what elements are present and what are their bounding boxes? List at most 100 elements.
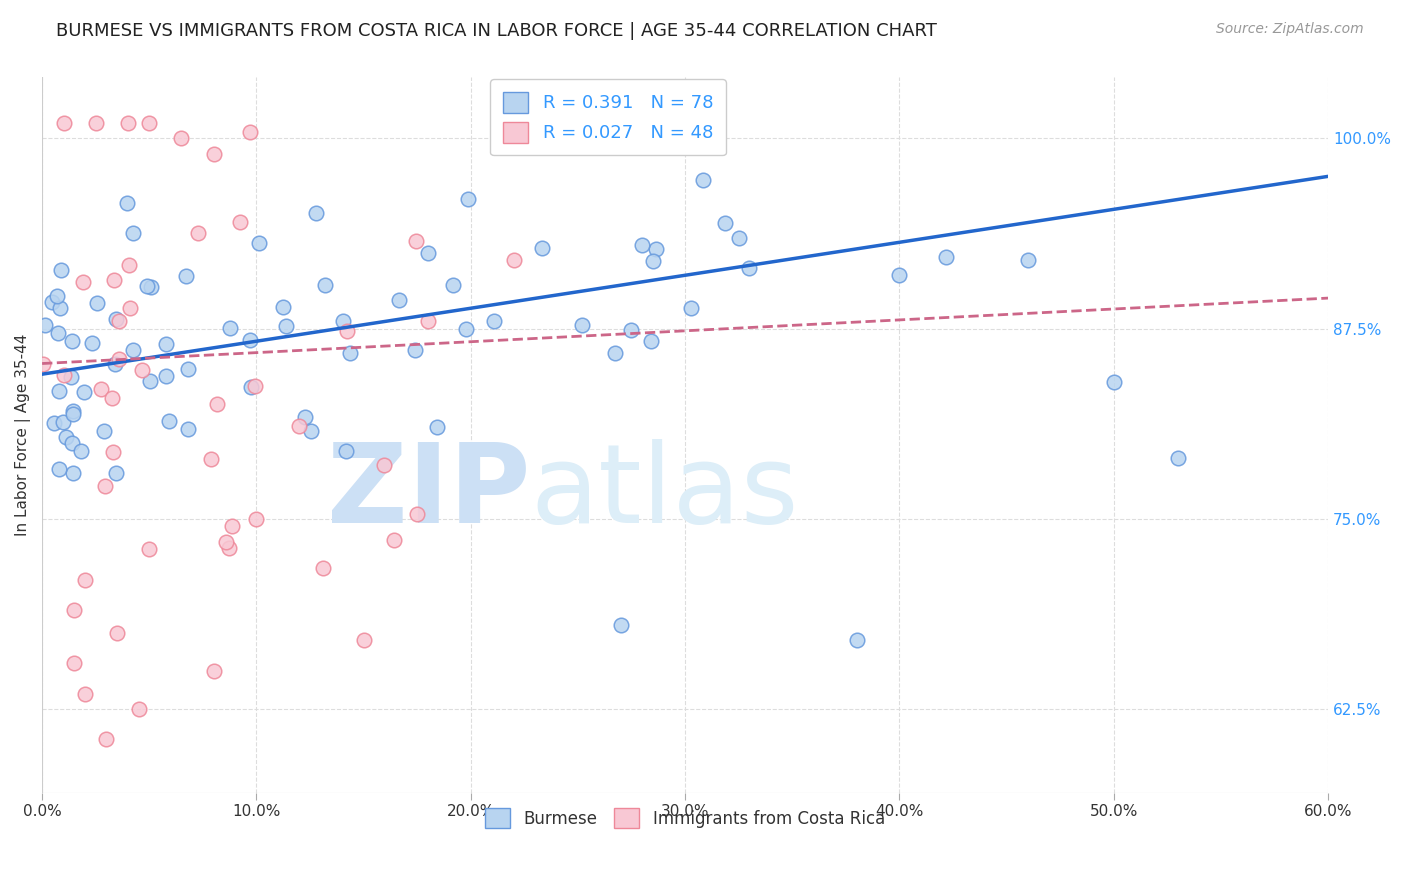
Point bbox=[336, 324, 359, 338]
Point bbox=[221, 518, 243, 533]
Point bbox=[382, 533, 405, 547]
Point bbox=[139, 280, 162, 294]
Point bbox=[312, 561, 335, 575]
Point bbox=[373, 458, 395, 472]
Point bbox=[620, 322, 643, 336]
Point bbox=[240, 380, 263, 394]
Point bbox=[139, 374, 162, 388]
Point bbox=[889, 268, 911, 283]
Point bbox=[294, 410, 316, 425]
Point bbox=[692, 173, 714, 187]
Point bbox=[103, 273, 125, 287]
Point bbox=[177, 422, 200, 436]
Point bbox=[271, 300, 294, 314]
Point bbox=[170, 131, 193, 145]
Point bbox=[187, 226, 209, 240]
Point bbox=[108, 352, 131, 367]
Point bbox=[482, 314, 505, 328]
Point bbox=[249, 235, 271, 250]
Point bbox=[63, 657, 86, 671]
Point bbox=[73, 573, 96, 587]
Point bbox=[155, 337, 177, 351]
Point bbox=[299, 424, 322, 438]
Point bbox=[105, 625, 128, 640]
Point bbox=[34, 318, 56, 332]
Point bbox=[45, 288, 67, 302]
Point bbox=[48, 384, 70, 398]
Point bbox=[202, 146, 225, 161]
Point bbox=[118, 258, 141, 272]
Point bbox=[104, 312, 127, 326]
Point bbox=[49, 301, 72, 315]
Point bbox=[73, 687, 96, 701]
Point bbox=[93, 424, 115, 438]
Point bbox=[245, 512, 267, 526]
Point bbox=[405, 234, 427, 248]
Point bbox=[48, 462, 70, 476]
Point bbox=[52, 415, 75, 429]
Text: ZIP: ZIP bbox=[328, 439, 531, 546]
Point bbox=[314, 278, 336, 293]
Point bbox=[62, 404, 84, 418]
Text: BURMESE VS IMMIGRANTS FROM COSTA RICA IN LABOR FORCE | AGE 35-44 CORRELATION CHA: BURMESE VS IMMIGRANTS FROM COSTA RICA IN… bbox=[56, 22, 938, 40]
Point bbox=[138, 542, 160, 557]
Point bbox=[44, 416, 66, 430]
Point bbox=[200, 452, 222, 467]
Point bbox=[60, 370, 83, 384]
Point bbox=[441, 278, 464, 293]
Point bbox=[339, 346, 361, 360]
Point bbox=[55, 430, 77, 444]
Point bbox=[640, 334, 662, 349]
Point bbox=[117, 116, 139, 130]
Point bbox=[218, 541, 240, 555]
Point bbox=[845, 633, 868, 648]
Point bbox=[62, 466, 84, 480]
Point bbox=[108, 314, 131, 328]
Point bbox=[571, 318, 593, 333]
Point bbox=[82, 336, 104, 351]
Point bbox=[603, 346, 626, 360]
Point bbox=[49, 263, 72, 277]
Point bbox=[239, 125, 262, 139]
Point bbox=[416, 246, 439, 260]
Point bbox=[177, 361, 200, 376]
Point bbox=[70, 444, 93, 458]
Point bbox=[935, 250, 957, 264]
Point bbox=[86, 296, 108, 310]
Point bbox=[46, 326, 69, 340]
Point bbox=[62, 407, 84, 421]
Point bbox=[122, 226, 145, 240]
Point bbox=[72, 275, 94, 289]
Point bbox=[157, 414, 180, 428]
Point bbox=[276, 318, 298, 333]
Point bbox=[32, 357, 55, 371]
Point bbox=[631, 237, 654, 252]
Point bbox=[644, 243, 666, 257]
Point bbox=[215, 535, 238, 549]
Point bbox=[243, 379, 266, 393]
Point bbox=[176, 269, 198, 284]
Text: atlas: atlas bbox=[531, 439, 799, 546]
Point bbox=[41, 294, 63, 309]
Point bbox=[104, 358, 127, 372]
Point bbox=[131, 363, 153, 377]
Point bbox=[335, 443, 357, 458]
Legend: Burmese, Immigrants from Costa Rica: Burmese, Immigrants from Costa Rica bbox=[478, 802, 891, 834]
Point bbox=[728, 231, 751, 245]
Point bbox=[60, 436, 83, 450]
Point bbox=[404, 343, 426, 358]
Point bbox=[115, 196, 138, 211]
Point bbox=[105, 466, 128, 480]
Point bbox=[502, 253, 524, 268]
Point bbox=[457, 192, 479, 206]
Point bbox=[128, 702, 150, 716]
Point bbox=[239, 333, 262, 347]
Point bbox=[425, 420, 447, 434]
Point bbox=[60, 334, 83, 348]
Point bbox=[531, 241, 554, 255]
Point bbox=[610, 618, 633, 632]
Point bbox=[713, 216, 735, 230]
Point bbox=[53, 368, 76, 383]
Y-axis label: In Labor Force | Age 35-44: In Labor Force | Age 35-44 bbox=[15, 334, 31, 536]
Point bbox=[738, 260, 761, 275]
